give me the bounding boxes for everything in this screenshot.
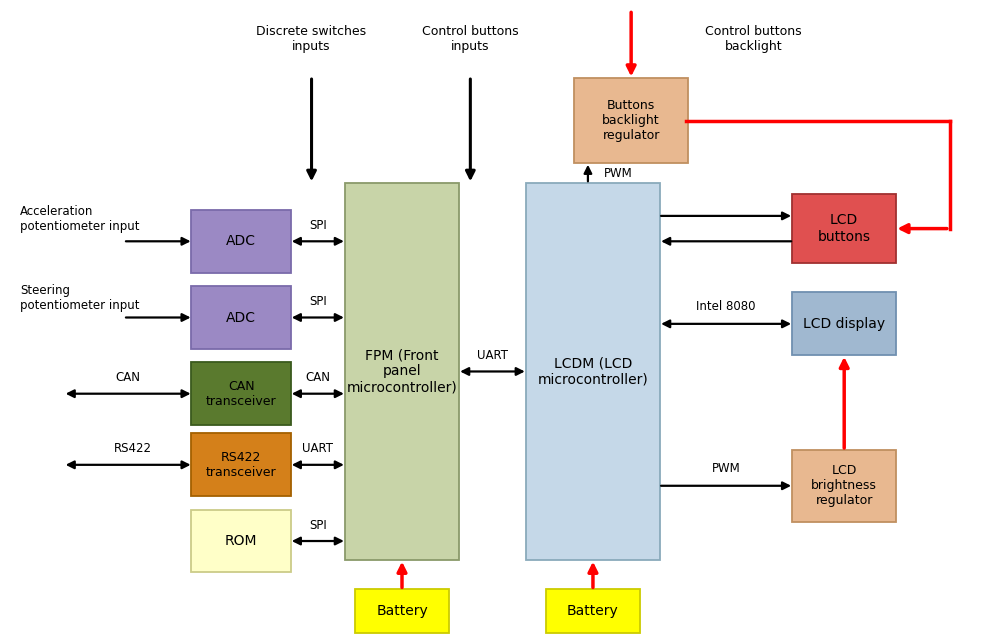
Text: UART: UART [303,443,334,455]
Text: Battery: Battery [376,604,428,618]
Text: ADC: ADC [226,311,256,324]
FancyBboxPatch shape [792,292,896,355]
Text: LCDM (LCD
microcontroller): LCDM (LCD microcontroller) [538,356,648,387]
Text: Discrete switches
inputs: Discrete switches inputs [256,25,367,53]
FancyBboxPatch shape [191,286,291,349]
Text: LCD display: LCD display [803,317,885,331]
Text: ROM: ROM [225,534,257,548]
Text: ADC: ADC [226,234,256,248]
Text: RS422
transceiver: RS422 transceiver [206,451,276,479]
FancyBboxPatch shape [355,589,449,632]
Text: UART: UART [477,349,508,362]
Text: LCD
brightness
regulator: LCD brightness regulator [811,464,877,507]
Text: Control buttons
inputs: Control buttons inputs [422,25,519,53]
Text: CAN
transceiver: CAN transceiver [206,380,276,408]
FancyBboxPatch shape [191,509,291,573]
Text: PWM: PWM [604,166,632,180]
Text: Steering
potentiometer input: Steering potentiometer input [20,284,140,312]
FancyBboxPatch shape [792,450,896,522]
FancyBboxPatch shape [546,589,640,632]
Text: Acceleration
potentiometer input: Acceleration potentiometer input [20,205,140,233]
Text: RS422: RS422 [115,443,152,455]
Text: PWM: PWM [712,462,741,475]
FancyBboxPatch shape [191,210,291,273]
Text: Battery: Battery [567,604,619,618]
Text: CAN: CAN [116,371,141,384]
Text: SPI: SPI [309,519,327,531]
Text: LCD
buttons: LCD buttons [818,213,870,244]
Text: Buttons
backlight
regulator: Buttons backlight regulator [602,99,660,142]
FancyBboxPatch shape [574,78,688,163]
Text: CAN: CAN [306,371,331,384]
FancyBboxPatch shape [345,183,459,560]
FancyBboxPatch shape [792,194,896,263]
Text: Control buttons
backlight: Control buttons backlight [706,25,802,53]
FancyBboxPatch shape [191,433,291,497]
FancyBboxPatch shape [191,362,291,425]
Text: SPI: SPI [309,219,327,232]
Text: Intel 8080: Intel 8080 [696,300,756,313]
FancyBboxPatch shape [526,183,660,560]
Text: SPI: SPI [309,295,327,308]
Text: FPM (Front
panel
microcontroller): FPM (Front panel microcontroller) [347,348,457,395]
